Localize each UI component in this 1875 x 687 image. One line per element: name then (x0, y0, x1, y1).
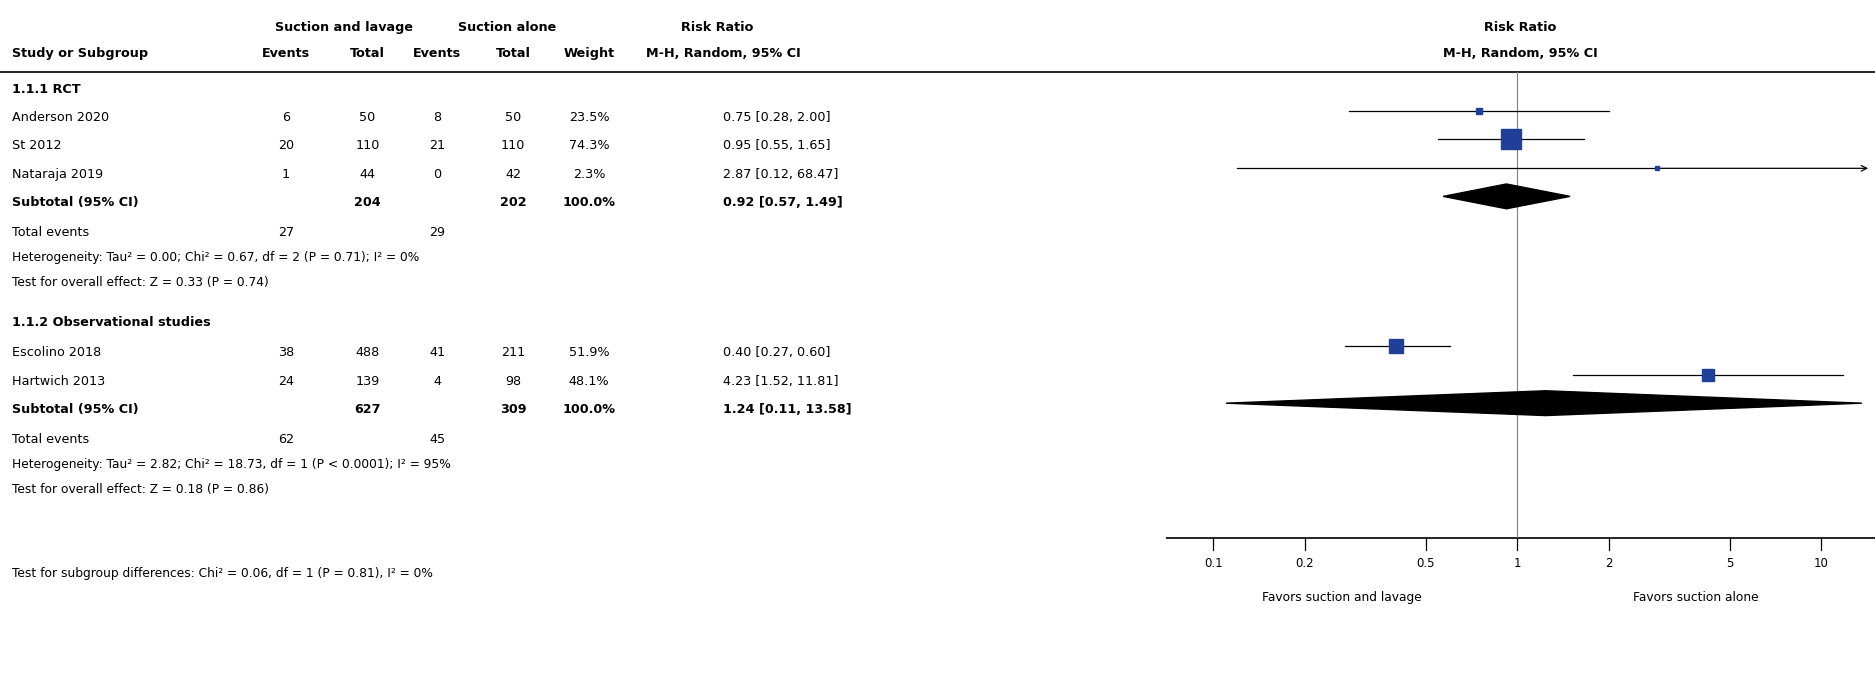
Text: 0.40 [0.27, 0.60]: 0.40 [0.27, 0.60] (724, 346, 831, 359)
Text: 202: 202 (501, 196, 527, 210)
Text: 27: 27 (278, 226, 294, 239)
Text: 100.0%: 100.0% (562, 403, 615, 416)
Text: Favors suction alone: Favors suction alone (1633, 591, 1759, 604)
Text: 62: 62 (278, 433, 294, 446)
Text: Test for subgroup differences: Chi² = 0.06, df = 1 (P = 0.81), I² = 0%: Test for subgroup differences: Chi² = 0.… (11, 567, 433, 580)
Text: Test for overall effect: Z = 0.18 (P = 0.86): Test for overall effect: Z = 0.18 (P = 0… (11, 483, 268, 496)
Text: Events: Events (412, 47, 461, 60)
Text: 1: 1 (281, 168, 291, 181)
Text: 45: 45 (429, 433, 446, 446)
Text: Events: Events (262, 47, 309, 60)
Text: 38: 38 (278, 346, 294, 359)
Text: Weight: Weight (562, 47, 615, 60)
Text: 0.5: 0.5 (1418, 556, 1434, 570)
Text: 42: 42 (504, 168, 521, 181)
Text: 0: 0 (433, 168, 441, 181)
Text: 1: 1 (1513, 556, 1521, 570)
Text: 8: 8 (433, 111, 441, 124)
Text: 211: 211 (501, 346, 525, 359)
Text: 1.1.1 RCT: 1.1.1 RCT (11, 82, 81, 95)
Text: Nataraja 2019: Nataraja 2019 (11, 168, 103, 181)
Text: 21: 21 (429, 139, 446, 152)
Text: Risk Ratio: Risk Ratio (1485, 21, 1556, 34)
Text: 0.2: 0.2 (1296, 556, 1314, 570)
Text: 4.23 [1.52, 11.81]: 4.23 [1.52, 11.81] (724, 375, 838, 388)
Text: St 2012: St 2012 (11, 139, 62, 152)
Text: Favors suction and lavage: Favors suction and lavage (1262, 591, 1421, 604)
Text: Anderson 2020: Anderson 2020 (11, 111, 109, 124)
Text: 24: 24 (278, 375, 294, 388)
Text: 0.95 [0.55, 1.65]: 0.95 [0.55, 1.65] (724, 139, 831, 152)
Text: 2.87 [0.12, 68.47]: 2.87 [0.12, 68.47] (724, 168, 838, 181)
Text: 139: 139 (354, 375, 379, 388)
Text: Heterogeneity: Tau² = 0.00; Chi² = 0.67, df = 2 (P = 0.71); I² = 0%: Heterogeneity: Tau² = 0.00; Chi² = 0.67,… (11, 251, 418, 264)
Text: 2: 2 (1605, 556, 1612, 570)
Text: Study or Subgroup: Study or Subgroup (11, 47, 148, 60)
Text: Escolino 2018: Escolino 2018 (11, 346, 101, 359)
Text: 204: 204 (354, 196, 381, 210)
Text: Suction and lavage: Suction and lavage (276, 21, 412, 34)
Text: Heterogeneity: Tau² = 2.82; Chi² = 18.73, df = 1 (P < 0.0001); I² = 95%: Heterogeneity: Tau² = 2.82; Chi² = 18.73… (11, 458, 450, 471)
Text: 5: 5 (1727, 556, 1734, 570)
Text: Risk Ratio: Risk Ratio (681, 21, 754, 34)
Text: 48.1%: 48.1% (568, 375, 609, 388)
Text: 0.92 [0.57, 1.49]: 0.92 [0.57, 1.49] (724, 196, 844, 210)
Text: 309: 309 (501, 403, 527, 416)
Text: Total: Total (495, 47, 531, 60)
Text: 98: 98 (504, 375, 521, 388)
Text: 110: 110 (354, 139, 379, 152)
Text: 50: 50 (504, 111, 521, 124)
Text: 0.1: 0.1 (1204, 556, 1222, 570)
Text: 20: 20 (278, 139, 294, 152)
Text: 51.9%: 51.9% (568, 346, 609, 359)
Text: Total: Total (351, 47, 384, 60)
Text: 10: 10 (1813, 556, 1828, 570)
Text: 44: 44 (360, 168, 375, 181)
Text: 41: 41 (429, 346, 446, 359)
Text: Total events: Total events (11, 433, 88, 446)
Text: 4: 4 (433, 375, 441, 388)
Polygon shape (1226, 391, 1862, 416)
Text: 627: 627 (354, 403, 381, 416)
Text: Hartwich 2013: Hartwich 2013 (11, 375, 105, 388)
Text: Subtotal (95% CI): Subtotal (95% CI) (11, 196, 139, 210)
Text: 23.5%: 23.5% (568, 111, 609, 124)
Text: Subtotal (95% CI): Subtotal (95% CI) (11, 403, 139, 416)
Text: Total events: Total events (11, 226, 88, 239)
Text: 0.75 [0.28, 2.00]: 0.75 [0.28, 2.00] (724, 111, 831, 124)
Text: 2.3%: 2.3% (572, 168, 606, 181)
Text: Test for overall effect: Z = 0.33 (P = 0.74): Test for overall effect: Z = 0.33 (P = 0… (11, 276, 268, 289)
Text: 29: 29 (429, 226, 446, 239)
Text: 1.24 [0.11, 13.58]: 1.24 [0.11, 13.58] (724, 403, 851, 416)
Polygon shape (1444, 184, 1569, 209)
Text: 488: 488 (354, 346, 379, 359)
Text: M-H, Random, 95% CI: M-H, Random, 95% CI (1444, 47, 1598, 60)
Text: 110: 110 (501, 139, 525, 152)
Text: 74.3%: 74.3% (568, 139, 609, 152)
Text: M-H, Random, 95% CI: M-H, Random, 95% CI (645, 47, 801, 60)
Text: 100.0%: 100.0% (562, 196, 615, 210)
Text: 6: 6 (281, 111, 291, 124)
Text: 50: 50 (360, 111, 375, 124)
Text: 1.1.2 Observational studies: 1.1.2 Observational studies (11, 316, 210, 329)
Text: Suction alone: Suction alone (458, 21, 557, 34)
